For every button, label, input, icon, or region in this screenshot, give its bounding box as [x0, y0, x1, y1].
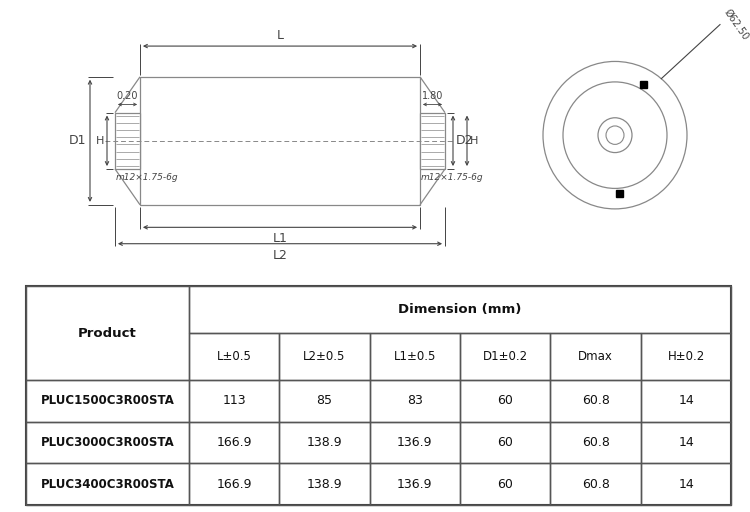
- Bar: [189, 380, 279, 422]
- Bar: [140, 77, 420, 205]
- Circle shape: [606, 126, 624, 144]
- Bar: [189, 286, 731, 333]
- Bar: [640, 81, 647, 88]
- Text: 60.8: 60.8: [582, 478, 610, 490]
- Bar: [640, 333, 731, 380]
- Bar: [279, 463, 370, 505]
- Circle shape: [563, 82, 667, 188]
- Bar: [189, 463, 279, 505]
- Bar: [279, 422, 370, 463]
- Text: 138.9: 138.9: [307, 478, 342, 490]
- Text: L2: L2: [272, 249, 287, 262]
- Text: 1.80: 1.80: [422, 91, 443, 101]
- Text: 60.8: 60.8: [582, 436, 610, 449]
- Text: m12×1.75-6g: m12×1.75-6g: [421, 173, 484, 182]
- Text: D1±0.2: D1±0.2: [483, 350, 528, 363]
- Text: 113: 113: [222, 394, 246, 408]
- Text: 60: 60: [497, 478, 513, 490]
- Bar: [26, 286, 189, 380]
- Text: L: L: [277, 29, 284, 42]
- Text: 166.9: 166.9: [217, 478, 252, 490]
- Text: Product: Product: [78, 327, 137, 339]
- Bar: [370, 333, 460, 380]
- Text: H: H: [96, 136, 104, 146]
- Bar: [550, 463, 640, 505]
- Text: m12×1.75-6g: m12×1.75-6g: [116, 173, 178, 182]
- Text: Ø62.50: Ø62.50: [722, 7, 750, 42]
- Bar: [640, 463, 731, 505]
- Text: 166.9: 166.9: [217, 436, 252, 449]
- Text: H: H: [470, 136, 478, 146]
- Bar: [370, 422, 460, 463]
- Text: 14: 14: [678, 478, 694, 490]
- Text: L1: L1: [272, 232, 287, 245]
- Text: 83: 83: [407, 394, 423, 408]
- Text: 60: 60: [497, 394, 513, 408]
- Text: 136.9: 136.9: [398, 436, 433, 449]
- Circle shape: [543, 61, 687, 209]
- Text: PLUC3000C3R00STA: PLUC3000C3R00STA: [40, 436, 175, 449]
- Bar: [460, 380, 550, 422]
- Bar: [279, 333, 370, 380]
- Bar: [279, 380, 370, 422]
- Bar: [189, 333, 279, 380]
- Bar: [420, 113, 445, 169]
- Text: D1: D1: [68, 134, 86, 147]
- Bar: [115, 113, 140, 169]
- Bar: [460, 422, 550, 463]
- Text: L1±0.5: L1±0.5: [394, 350, 436, 363]
- Bar: [26, 380, 189, 422]
- Bar: [550, 333, 640, 380]
- Bar: [616, 190, 622, 197]
- Text: 60.8: 60.8: [582, 394, 610, 408]
- Text: 14: 14: [678, 436, 694, 449]
- Bar: [460, 333, 550, 380]
- Text: 14: 14: [678, 394, 694, 408]
- Bar: [189, 422, 279, 463]
- Bar: [26, 463, 189, 505]
- Bar: [550, 380, 640, 422]
- Bar: [640, 422, 731, 463]
- Text: L2±0.5: L2±0.5: [303, 350, 346, 363]
- Text: H±0.2: H±0.2: [668, 350, 705, 363]
- Circle shape: [598, 118, 632, 153]
- Bar: [640, 380, 731, 422]
- Text: L±0.5: L±0.5: [217, 350, 251, 363]
- Bar: [370, 463, 460, 505]
- Bar: [550, 422, 640, 463]
- Text: 136.9: 136.9: [398, 478, 433, 490]
- Text: Dmax: Dmax: [578, 350, 613, 363]
- Text: D2: D2: [456, 134, 473, 147]
- Text: 138.9: 138.9: [307, 436, 342, 449]
- Text: PLUC1500C3R00STA: PLUC1500C3R00STA: [40, 394, 175, 408]
- Text: 0.20: 0.20: [117, 91, 138, 101]
- Bar: [460, 463, 550, 505]
- Bar: [370, 380, 460, 422]
- Text: PLUC3400C3R00STA: PLUC3400C3R00STA: [40, 478, 175, 490]
- Text: 85: 85: [316, 394, 332, 408]
- Text: 60: 60: [497, 436, 513, 449]
- Text: Dimension (mm): Dimension (mm): [398, 303, 522, 316]
- Bar: [26, 422, 189, 463]
